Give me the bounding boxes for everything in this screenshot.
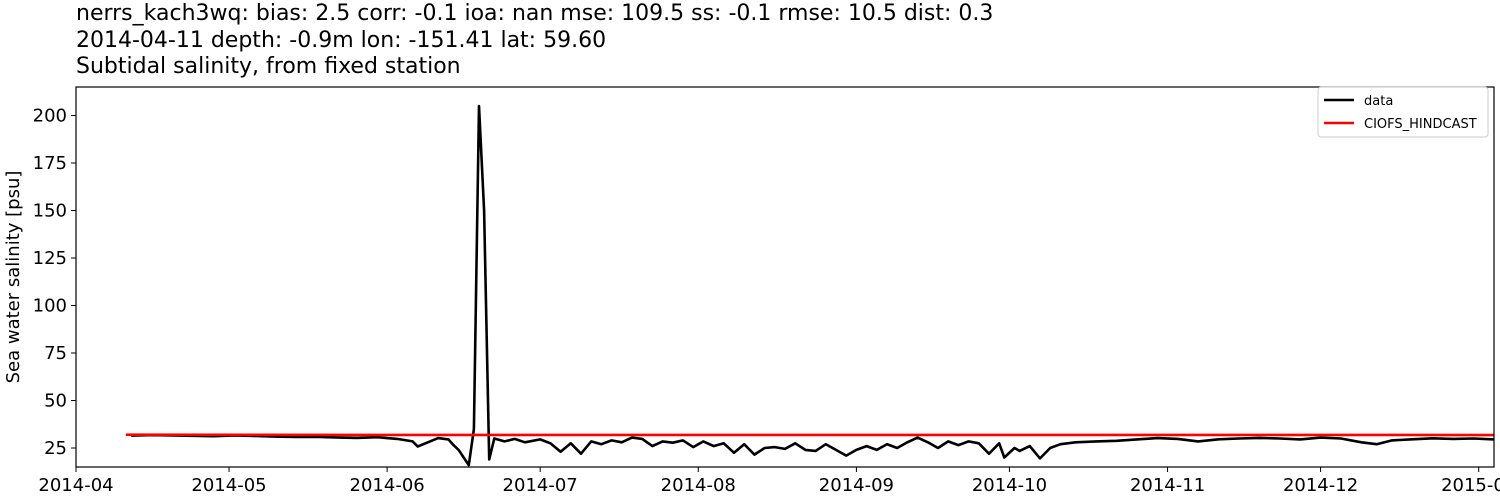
y-tick-label: 50 <box>44 391 67 412</box>
series-line-data <box>130 104 1494 467</box>
x-tick-label: 2014-05 <box>191 475 266 496</box>
y-tick-label: 100 <box>33 296 67 317</box>
plot-frame <box>75 86 1495 468</box>
x-tick-label: 2014-12 <box>1283 475 1358 496</box>
y-tick-label: 125 <box>33 248 67 269</box>
legend-box <box>1317 86 1489 138</box>
y-tick-label: 175 <box>33 153 67 174</box>
y-tick-label: 75 <box>44 343 67 364</box>
x-tick-label: 2014-10 <box>972 475 1047 496</box>
y-tick-label: 25 <box>44 438 67 459</box>
x-tick-label: 2014-08 <box>661 475 736 496</box>
y-axis-label: Sea water salinity [psu] <box>3 171 24 384</box>
x-tick-label: 2014-04 <box>38 475 113 496</box>
x-tick-label: 2015-01 <box>1441 475 1500 496</box>
x-tick-label: 2014-11 <box>1130 475 1205 496</box>
x-axis: 2014-04 2014-05 2014-06 2014-07 2014-08 2014-… <box>38 467 1500 496</box>
legend-label: data <box>1364 94 1393 109</box>
legend: data CIOFS_HINDCAST <box>1317 86 1489 138</box>
x-tick-label: 2014-07 <box>503 475 578 496</box>
chart-title-line-2: 2014-04-11 depth: -0.9m lon: -151.41 lat… <box>76 28 607 53</box>
y-tick-label: 200 <box>33 106 67 127</box>
x-tick-label: 2014-06 <box>350 475 425 496</box>
chart-title-line-1: nerrs_kach3wq: bias: 2.5 corr: -0.1 ioa:… <box>76 1 994 26</box>
x-tick-label: 2014-09 <box>819 475 894 496</box>
chart-title-line-3: Subtidal salinity, from fixed station <box>76 54 461 79</box>
y-tick-label: 150 <box>33 201 67 222</box>
legend-label: CIOFS_HINDCAST <box>1364 117 1477 132</box>
plot-lines <box>125 104 1494 467</box>
y-axis: 25 50 75 100 125 150 175 200 <box>33 106 76 459</box>
